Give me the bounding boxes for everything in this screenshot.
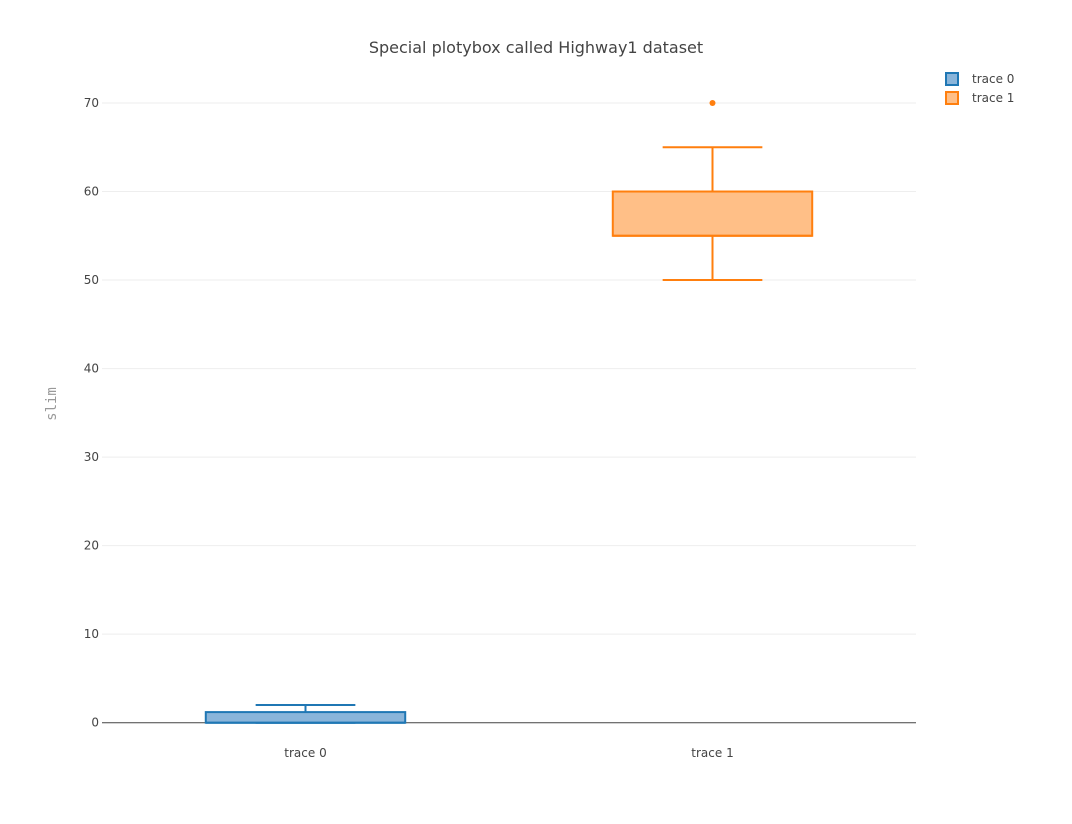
- x-tick-label: trace 0: [284, 746, 326, 760]
- legend-label: trace 0: [972, 72, 1014, 86]
- x-axis-ticks: trace 0 trace 1: [284, 746, 733, 760]
- legend-swatch: [945, 72, 959, 86]
- y-tick-label: 20: [84, 539, 99, 553]
- y-tick-label: 30: [84, 450, 99, 464]
- y-tick-label: 50: [84, 273, 99, 287]
- legend-swatch: [945, 91, 959, 105]
- y-tick-label: 0: [91, 716, 99, 730]
- gridlines: [102, 102, 916, 724]
- outlier-point: [709, 99, 716, 106]
- y-tick-label: 60: [84, 185, 99, 199]
- y-tick-label: 40: [84, 362, 99, 376]
- boxes: [204, 99, 814, 724]
- iqr-box: [204, 711, 407, 724]
- legend-label: trace 1: [972, 91, 1014, 105]
- y-axis-ticks: 0 10 20 30 40 50 60 70: [84, 96, 99, 730]
- x-tick-label: trace 1: [691, 746, 733, 760]
- legend-item-trace-0[interactable]: trace 0: [945, 72, 1014, 86]
- y-axis-label: slim: [44, 387, 60, 421]
- legend[interactable]: trace 0 trace 1: [945, 72, 1014, 105]
- box-trace-1[interactable]: [611, 99, 814, 282]
- iqr-box: [611, 190, 814, 237]
- chart-title: Special plotybox called Highway1 dataset: [369, 38, 703, 57]
- box-trace-0[interactable]: [204, 704, 407, 724]
- legend-item-trace-1[interactable]: trace 1: [945, 91, 1014, 105]
- y-tick-label: 70: [84, 96, 99, 110]
- y-tick-label: 10: [84, 627, 99, 641]
